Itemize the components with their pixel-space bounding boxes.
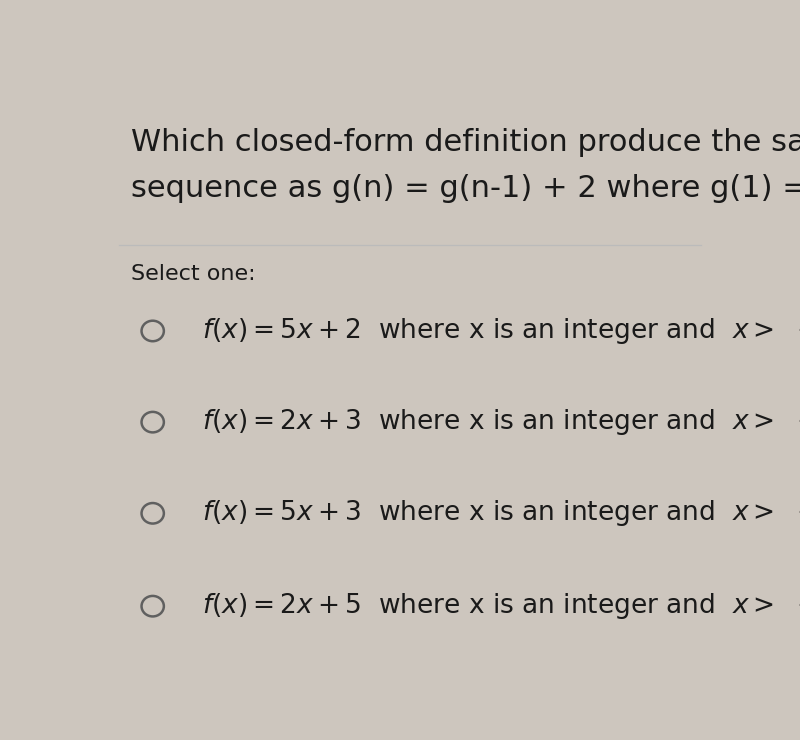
Text: $f(x) = 2x + 3$  where x is an integer and  $x >$  + 1: $f(x) = 2x + 3$ where x is an integer an…: [202, 407, 800, 437]
Text: $f(x) = 2x + 5$  where x is an integer and  $x >$  + 1: $f(x) = 2x + 5$ where x is an integer an…: [202, 591, 800, 621]
Text: $f(x) = 5x + 2$  where x is an integer and  $x >$  + 1: $f(x) = 5x + 2$ where x is an integer an…: [202, 316, 800, 346]
Text: Which closed-form definition produce the same: Which closed-form definition produce the…: [131, 129, 800, 158]
Text: sequence as g(n) = g(n-1) + 2 where g(1) = 5: sequence as g(n) = g(n-1) + 2 where g(1)…: [131, 174, 800, 203]
Text: $f(x) = 5x + 3$  where x is an integer and  $x >$  + 1: $f(x) = 5x + 3$ where x is an integer an…: [202, 498, 800, 528]
Text: Select one:: Select one:: [131, 264, 256, 284]
